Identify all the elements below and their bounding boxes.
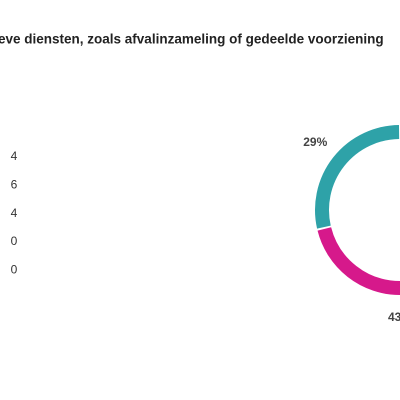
percent-label: 29% [303,135,327,149]
response-count: 6 [11,177,18,191]
percent-label: 43% [388,310,400,324]
question-title: eve diensten, zoals afvalinzameling of g… [0,32,384,47]
donut-segment [315,125,400,229]
response-count: 0 [11,234,18,248]
response-count: 4 [11,149,18,163]
response-count: 0 [11,262,18,276]
response-count: 4 [11,206,18,220]
donut-segment [317,227,400,295]
